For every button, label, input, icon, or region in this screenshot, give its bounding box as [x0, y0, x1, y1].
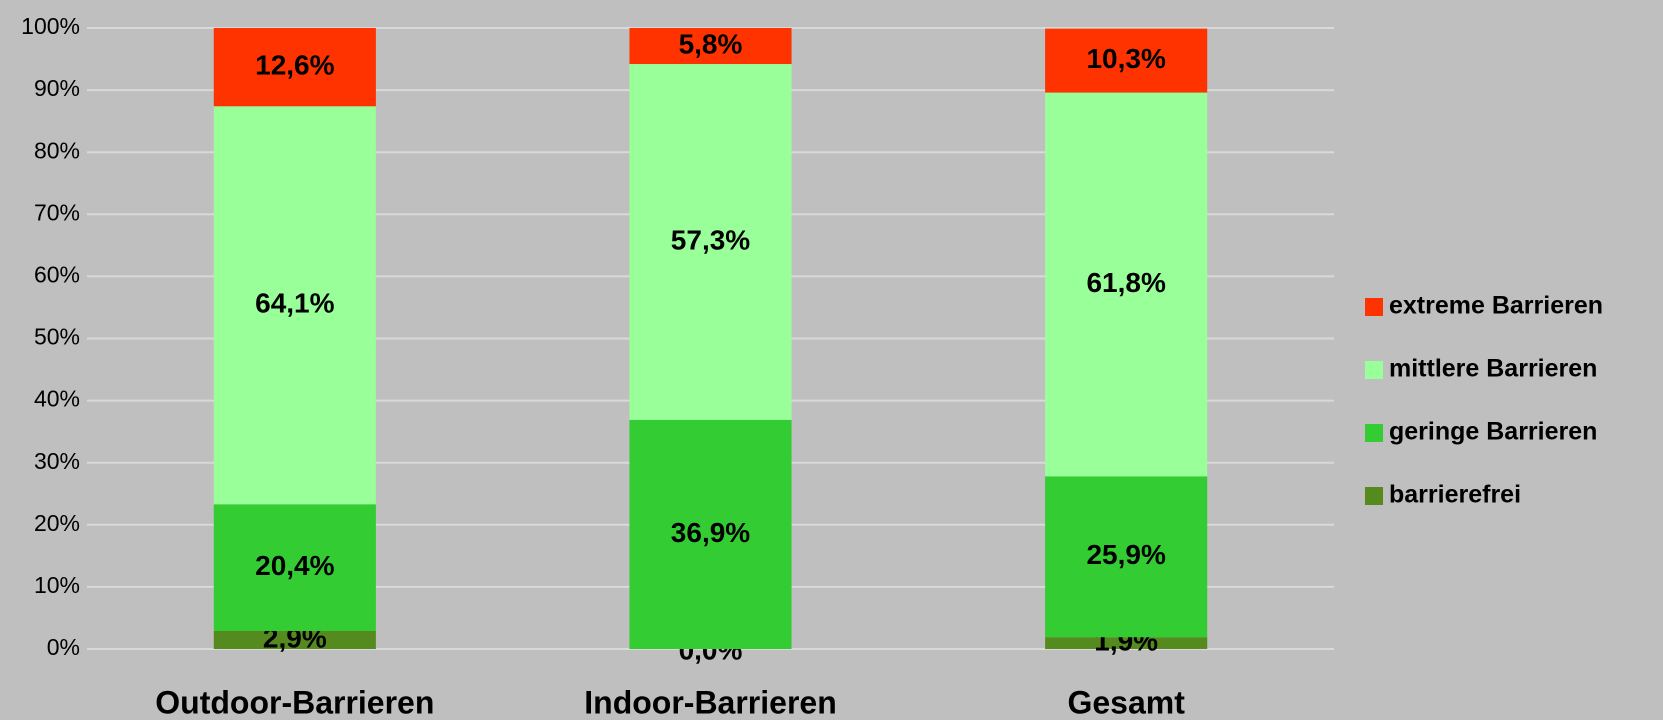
data-label: 61,8%: [1086, 267, 1165, 298]
bar-segment: [629, 64, 792, 420]
x-tick-label: Gesamt: [1067, 684, 1185, 720]
y-tick-label: 10%: [34, 572, 80, 598]
bar-segment: [213, 28, 376, 107]
data-label: 64,1%: [255, 288, 334, 319]
data-label: 57,3%: [671, 224, 750, 255]
y-tick-label: 100%: [21, 13, 80, 39]
y-tick-label: 90%: [34, 75, 80, 101]
legend-swatch: [1365, 298, 1383, 316]
bar-segment: [1045, 28, 1208, 93]
bar-segment: [213, 504, 376, 631]
legend-label: geringe Barrieren: [1389, 418, 1597, 446]
bar-segment: [1045, 92, 1208, 477]
legend-swatch: [1365, 424, 1383, 442]
bar-segment: [629, 28, 792, 65]
data-label: 5,8%: [679, 28, 743, 59]
data-label: 10,3%: [1086, 43, 1165, 74]
y-tick-label: 30%: [34, 448, 80, 474]
data-label: 20,4%: [255, 550, 334, 581]
y-tick-label: 40%: [34, 386, 80, 412]
bar-segment: [213, 630, 376, 649]
y-tick-label: 20%: [34, 510, 80, 536]
bar-segment: [1045, 476, 1208, 638]
legend-label: mittlere Barrieren: [1389, 355, 1597, 383]
data-label: 25,9%: [1086, 539, 1165, 570]
y-tick-label: 0%: [47, 634, 80, 660]
data-label: 12,6%: [255, 50, 334, 81]
legend-label: extreme Barrieren: [1389, 292, 1603, 320]
legend-swatch: [1365, 361, 1383, 379]
legend-label: barrierefrei: [1389, 481, 1521, 509]
data-label: 36,9%: [671, 517, 750, 548]
y-tick-label: 60%: [34, 261, 80, 287]
y-tick-label: 80%: [34, 137, 80, 163]
bar-segment: [1045, 637, 1208, 649]
bar-segment: [629, 419, 792, 649]
legend-swatch: [1365, 487, 1383, 505]
y-tick-label: 50%: [34, 324, 80, 350]
x-tick-label: Outdoor-Barrieren: [155, 684, 434, 720]
y-tick-label: 70%: [34, 199, 80, 225]
bar-segment: [213, 106, 376, 505]
x-tick-label: Indoor-Barrieren: [584, 684, 836, 720]
